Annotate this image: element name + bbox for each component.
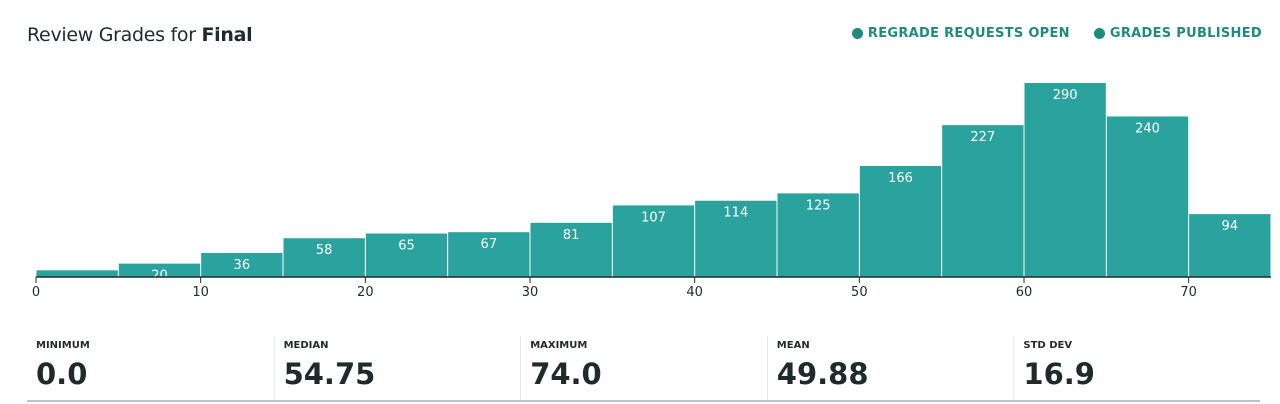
bar bbox=[1189, 214, 1271, 277]
stat-value: 74.0 bbox=[530, 357, 602, 391]
bar bbox=[1024, 83, 1106, 277]
bar bbox=[859, 165, 942, 277]
bar bbox=[530, 222, 612, 277]
bar-value-label: 81 bbox=[563, 228, 580, 243]
bar bbox=[612, 205, 695, 277]
bar bbox=[777, 193, 859, 277]
x-tick-label: 60 bbox=[1016, 285, 1033, 300]
stat-label: MAXIMUM bbox=[530, 340, 588, 351]
bar bbox=[695, 200, 777, 277]
title-prefix: Review Grades for bbox=[27, 24, 196, 46]
x-tick-label: 70 bbox=[1180, 285, 1197, 300]
bar bbox=[448, 232, 530, 277]
stats-row: MINIMUM 0.0 MEDIAN 54.75 MAXIMUM 74.0 MEAN 49.8… bbox=[27, 336, 1260, 402]
stat-value: 54.75 bbox=[283, 357, 376, 391]
status-dot bbox=[1093, 28, 1105, 39]
x-tick-label: 0 bbox=[32, 285, 40, 300]
bar-value-label: 94 bbox=[1222, 219, 1239, 234]
page-title: Review Grades for Final bbox=[27, 24, 253, 46]
stat-label: STD DEV bbox=[1023, 340, 1073, 351]
bar bbox=[1106, 116, 1189, 277]
stat: MEAN 49.88 bbox=[766, 336, 1014, 400]
bar bbox=[365, 233, 448, 277]
title-bold: Final bbox=[201, 24, 253, 46]
status-text: REGRADE REQUESTS OPEN bbox=[867, 26, 1070, 41]
bar-value-label: 20 bbox=[151, 269, 168, 284]
stat-value: 49.88 bbox=[776, 357, 869, 391]
bar bbox=[201, 252, 283, 277]
stat: MINIMUM 0.0 bbox=[27, 336, 274, 400]
x-tick-label: 40 bbox=[686, 285, 703, 300]
bar-value-label: 36 bbox=[234, 258, 251, 273]
x-tick-label: 30 bbox=[522, 285, 539, 300]
bar-value-label: 125 bbox=[806, 198, 831, 213]
stat: STD DEV 16.9 bbox=[1013, 336, 1260, 400]
stat-label: MEDIAN bbox=[283, 340, 329, 351]
bar-value-label: 65 bbox=[398, 239, 415, 254]
bar-value-label: 240 bbox=[1135, 121, 1160, 136]
stat-value: 16.9 bbox=[1023, 357, 1095, 391]
histogram: 10 20 36 58 65 67 81 107 114 125 166 227 290 240 94 0 1… bbox=[32, 83, 1271, 300]
stat-label: MEAN bbox=[776, 340, 810, 351]
bar-value-label: 58 bbox=[316, 243, 333, 258]
status-dot bbox=[851, 28, 863, 39]
status-tags: REGRADE REQUESTS OPEN GRADES PUBLISHED bbox=[851, 26, 1262, 41]
bar bbox=[36, 270, 118, 277]
x-tick-label: 10 bbox=[192, 285, 209, 300]
x-tick-label: 50 bbox=[851, 285, 868, 300]
stat: MAXIMUM 74.0 bbox=[520, 336, 767, 400]
bar-value-label: 114 bbox=[723, 206, 748, 221]
bar-value-label: 10 bbox=[69, 275, 86, 290]
bar bbox=[118, 263, 201, 277]
status-tag: REGRADE REQUESTS OPEN bbox=[851, 26, 1070, 41]
bar-value-label: 166 bbox=[888, 171, 913, 186]
bar-value-label: 290 bbox=[1053, 88, 1078, 103]
bar-value-label: 67 bbox=[481, 237, 498, 252]
stat: MEDIAN 54.75 bbox=[273, 336, 521, 400]
bar bbox=[942, 125, 1024, 277]
bar-value-label: 227 bbox=[970, 130, 995, 145]
stat-value: 0.0 bbox=[36, 357, 88, 391]
bar bbox=[283, 238, 365, 277]
bar-value-label: 107 bbox=[641, 210, 666, 225]
status-tag: GRADES PUBLISHED bbox=[1093, 26, 1262, 41]
stat-label: MINIMUM bbox=[36, 340, 90, 351]
x-tick-label: 20 bbox=[357, 285, 374, 300]
status-text: GRADES PUBLISHED bbox=[1109, 26, 1262, 41]
